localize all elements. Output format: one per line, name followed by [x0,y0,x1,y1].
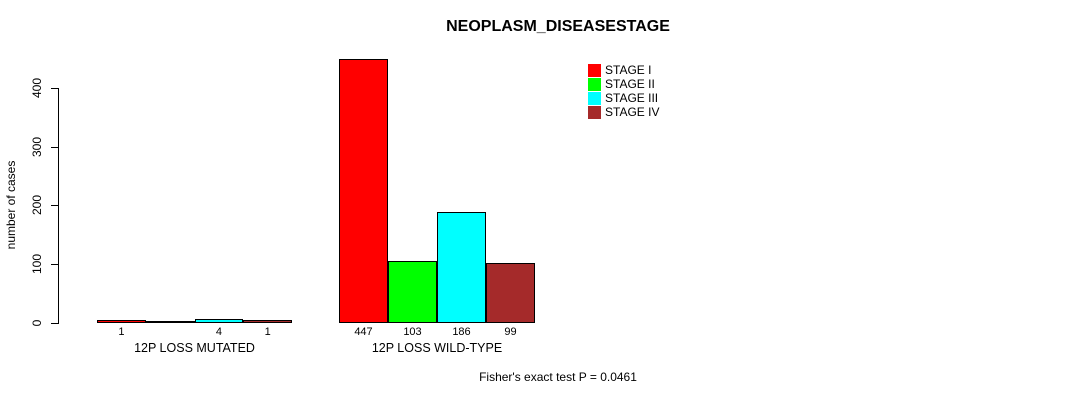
y-tick-mark-0 [51,323,58,324]
legend: STAGE I STAGE II STAGE III STAGE IV [588,63,659,119]
count-label-12p-loss-mutated-stage-iv: 1 [264,326,271,338]
y-tick-mark-400 [51,88,58,89]
y-tick-mark-100 [51,264,58,265]
count-label-12p-loss-wild-type-stage-ii: 103 [403,326,422,338]
y-tick-label-200: 200 [30,194,44,216]
y-tick-mark-200 [51,205,58,206]
bar-group-12p-loss-wild-type [339,59,535,323]
legend-label-stage-i: STAGE I [605,63,652,77]
count-labels-12p-loss-mutated: 1 4 1 [97,326,292,338]
bar-12p-loss-mutated-stage-ii [145,321,195,323]
legend-swatch-stage-iv [588,105,601,119]
y-tick-label-100: 100 [30,253,44,275]
legend-item-stage-iii: STAGE III [588,91,659,105]
count-label-12p-loss-wild-type-stage-iii: 186 [452,326,471,338]
y-axis-label: number of cases [4,160,18,250]
legend-item-stage-i: STAGE I [588,63,659,77]
bar-12p-loss-mutated-stage-i [97,320,146,323]
bar-12p-loss-wild-type-stage-iv [486,263,535,323]
legend-swatch-stage-iii [588,91,601,105]
count-label-12p-loss-mutated-stage-i: 1 [118,326,125,338]
bar-group-12p-loss-mutated [97,319,292,323]
count-label-12p-loss-mutated-stage-iii: 4 [215,326,222,338]
legend-label-stage-ii: STAGE II [605,77,655,91]
count-label-12p-loss-mutated-stage-ii [146,326,195,338]
pvalue-annotation: Fisher's exact test P = 0.0461 [479,370,637,384]
bar-12p-loss-wild-type-stage-iii [437,212,486,323]
count-label-12p-loss-wild-type-stage-i: 447 [354,326,373,338]
x-axis-group-label-12p-loss-mutated: 12P LOSS MUTATED [134,341,255,355]
y-tick-label-0: 0 [30,319,44,327]
legend-label-stage-iii: STAGE III [605,91,659,105]
legend-item-stage-ii: STAGE II [588,77,659,91]
legend-swatch-stage-i [588,63,601,77]
y-axis-line [58,88,59,324]
y-tick-label-400: 400 [30,77,44,99]
count-label-12p-loss-wild-type-stage-iv: 99 [504,326,517,338]
legend-item-stage-iv: STAGE IV [588,105,659,119]
y-tick-label-300: 300 [30,136,44,158]
legend-swatch-stage-ii [588,77,601,91]
bar-12p-loss-wild-type-stage-ii [388,261,437,323]
chart-title: NEOPLASM_DISEASESTAGE [446,18,670,35]
bar-12p-loss-mutated-stage-iii [194,319,244,323]
bar-12p-loss-mutated-stage-iv [243,320,292,323]
y-tick-mark-300 [51,147,58,148]
legend-label-stage-iv: STAGE IV [605,105,660,119]
x-axis-group-label-12p-loss-wild-type: 12P LOSS WILD-TYPE [371,341,503,355]
bar-12p-loss-wild-type-stage-i [339,59,388,323]
count-labels-12p-loss-wild-type: 447 103 186 99 [339,326,535,338]
